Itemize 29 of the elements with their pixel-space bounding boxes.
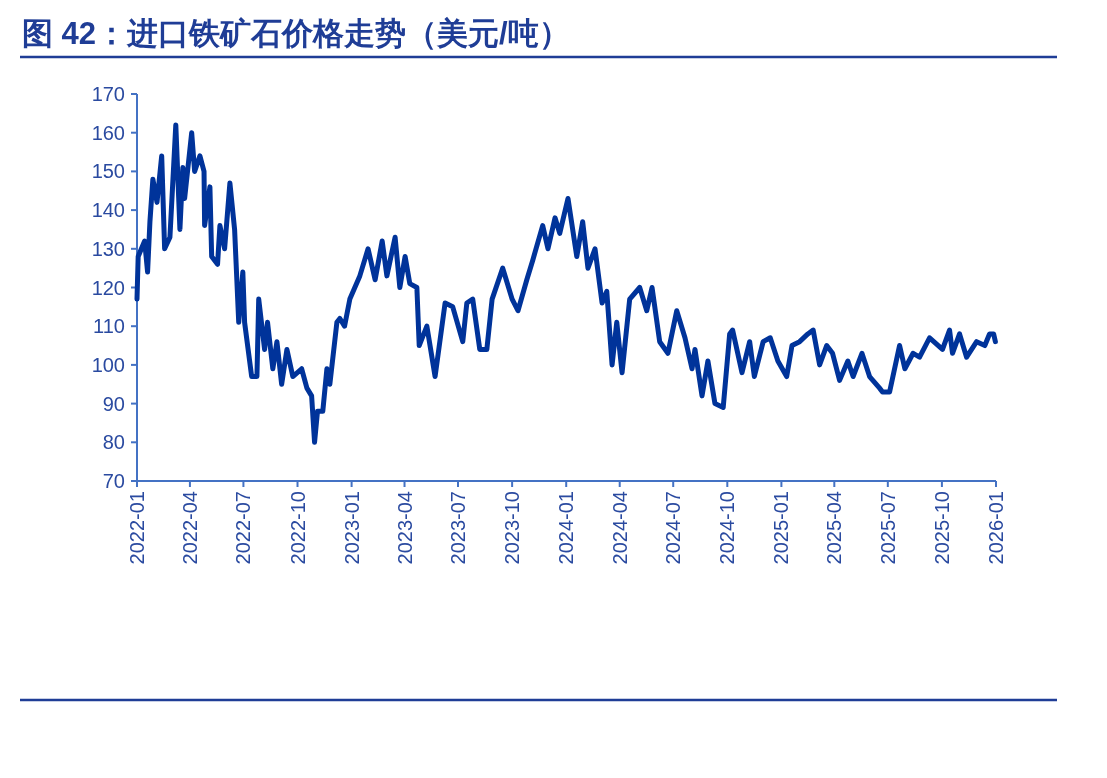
- chart-title: 图 42：进口铁矿石价格走势（美元/吨）: [22, 16, 570, 51]
- y-tick-label: 160: [91, 121, 125, 144]
- x-tick-label: 2022-04: [178, 491, 201, 565]
- x-tick-label: 2025-01: [770, 491, 793, 565]
- y-tick-label: 100: [91, 353, 125, 376]
- x-tick-label: 2023-04: [393, 491, 416, 565]
- x-tick-label: 2022-01: [126, 491, 148, 565]
- x-tick-label: 2024-04: [608, 491, 631, 565]
- y-tick-label: 150: [91, 160, 125, 183]
- y-tick-label: 120: [91, 276, 125, 299]
- y-tick-label: 130: [91, 237, 125, 260]
- x-tick-label: 2023-07: [447, 491, 470, 565]
- x-tick-label: 2025-04: [823, 491, 846, 565]
- x-tick-label: 2022-10: [286, 491, 309, 565]
- x-tick-label: 2024-07: [662, 491, 685, 565]
- x-tick-label: 2025-10: [930, 491, 953, 565]
- y-tick-label: 70: [102, 470, 125, 492]
- x-tick-label: 2022-07: [232, 491, 255, 565]
- y-tick-label: 140: [91, 199, 125, 222]
- y-tick-label: 170: [91, 83, 125, 105]
- y-tick-label: 90: [102, 392, 125, 415]
- x-tick-label: 2025-07: [876, 491, 899, 565]
- y-tick-label: 80: [102, 431, 125, 454]
- y-tick-label: 110: [93, 315, 125, 338]
- x-tick-label: 2023-10: [501, 491, 524, 565]
- x-tick-label: 2026-01: [985, 491, 1007, 565]
- x-tick-label: 2024-10: [716, 491, 739, 565]
- x-tick-label: 2023-01: [340, 491, 363, 565]
- x-tick-label: 2024-01: [555, 491, 578, 565]
